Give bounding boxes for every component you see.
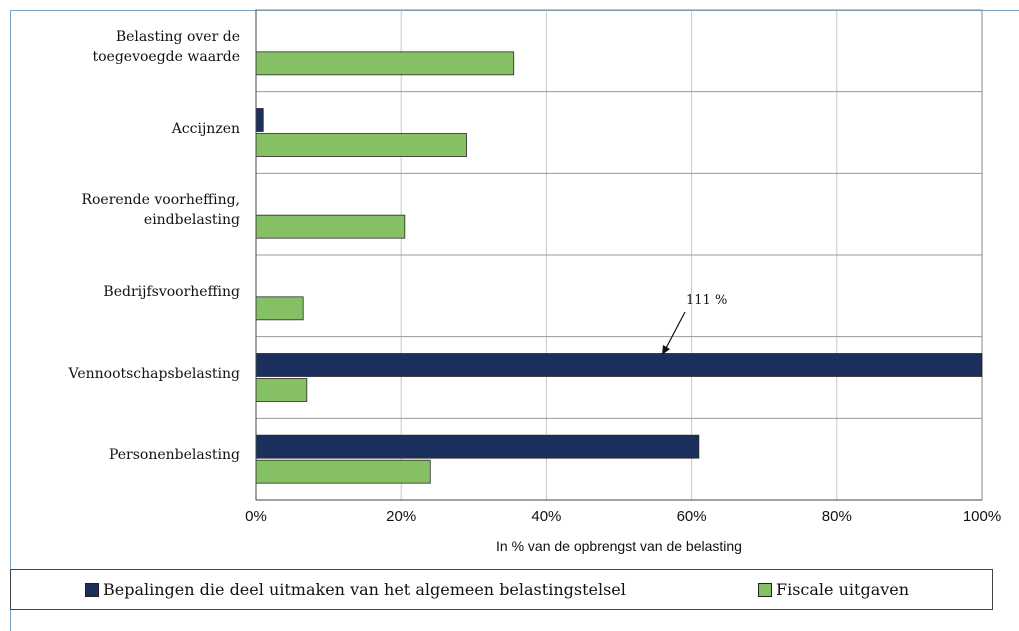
bar-general — [255, 434, 700, 459]
legend-swatch-general — [85, 582, 99, 597]
bar-fiscal — [255, 214, 406, 239]
category-label: Personenbelasting — [108, 447, 240, 464]
bar-fiscal — [255, 51, 515, 76]
legend-label-fiscal: Fiscale uitgaven — [776, 580, 910, 599]
annotation-arrowhead — [662, 345, 670, 355]
category-label: Vennootschapsbelasting — [68, 365, 241, 382]
x-tick-label: 20% — [386, 508, 417, 525]
legend-swatch-fiscal — [758, 582, 772, 597]
category-label: Bedrijfsvoorheffing — [103, 283, 240, 300]
frame-left-edge — [10, 10, 11, 631]
legend-item-fiscal: Fiscale uitgaven — [758, 580, 909, 599]
x-tick-label: 100% — [962, 508, 1002, 525]
bar-fiscal — [255, 378, 308, 402]
x-tick-label: 0% — [245, 508, 267, 525]
bar-fiscal — [255, 459, 431, 484]
legend-label-general: Bepalingen die deel uitmaken van het alg… — [103, 580, 626, 599]
bar-general — [255, 353, 983, 377]
overflow-annotation: 111 % — [686, 293, 728, 308]
legend-item-general: Bepalingen die deel uitmaken van het alg… — [85, 580, 626, 599]
x-tick-label: 60% — [676, 508, 707, 525]
x-axis-label: In % van de opbrengst van de belasting — [496, 538, 742, 554]
category-label: Roerende voorheffing, eindbelasting — [81, 192, 240, 229]
x-tick-label: 40% — [531, 508, 562, 525]
bar-fiscal — [255, 296, 304, 321]
bar-fiscal — [255, 133, 467, 157]
bar-general — [255, 108, 264, 132]
x-tick-label: 80% — [821, 508, 852, 525]
category-label: Belasting over de toegevoegde waarde — [92, 28, 241, 65]
category-label: Accijnzen — [171, 120, 240, 137]
legend: Bepalingen die deel uitmaken van het alg… — [10, 569, 993, 610]
annotation-arrow — [664, 311, 686, 351]
